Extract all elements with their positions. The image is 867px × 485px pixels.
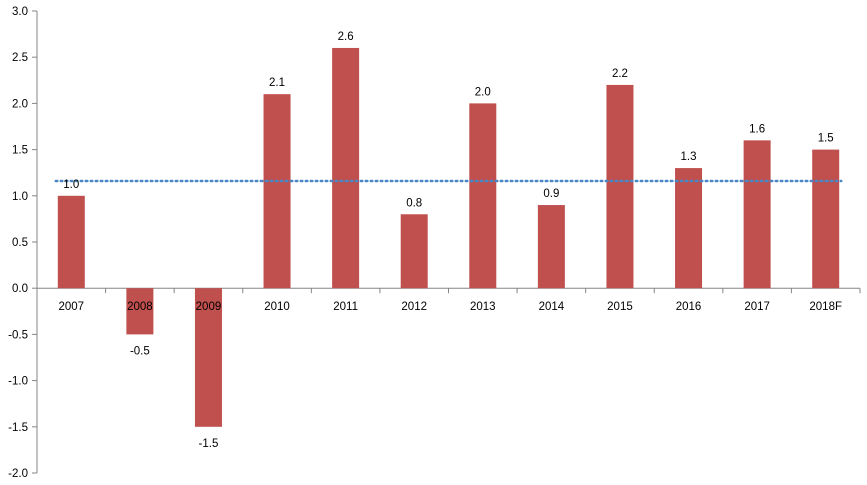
data-label: 1.6 bbox=[749, 123, 765, 135]
axes bbox=[32, 10, 861, 474]
labels: 3.0 2.5 2.0 1.5 1.0 0.5 0.0 -0.5 -1.0 -1.5 -2.0 200… bbox=[8, 6, 842, 480]
bar-2018F bbox=[812, 149, 840, 289]
x-category-label: 2011 bbox=[333, 301, 358, 313]
y-tick-label: 2.0 bbox=[12, 98, 28, 110]
x-category-label: 2012 bbox=[401, 301, 427, 313]
bar-2010 bbox=[263, 94, 291, 289]
x-category-label: 2015 bbox=[607, 301, 633, 313]
bar-2017 bbox=[743, 140, 771, 289]
y-tick-label: -0.5 bbox=[8, 329, 28, 341]
data-label: 2.6 bbox=[338, 31, 354, 43]
bar-2015 bbox=[606, 84, 634, 289]
bar-2014 bbox=[537, 205, 565, 289]
bar-2009 bbox=[194, 288, 222, 427]
y-tick-label: -1.0 bbox=[8, 376, 28, 388]
y-tick-label: 0.0 bbox=[12, 283, 28, 295]
y-tick-label: 3.0 bbox=[12, 6, 28, 18]
bar-2016 bbox=[675, 168, 703, 289]
y-tick-label: -2.0 bbox=[8, 468, 28, 480]
x-category-label: 2007 bbox=[58, 301, 84, 313]
x-category-label: 2013 bbox=[470, 301, 496, 313]
data-label: 2.2 bbox=[612, 68, 628, 80]
x-category-label: 2017 bbox=[744, 301, 770, 313]
bars bbox=[57, 47, 840, 427]
x-category-label: 2014 bbox=[539, 301, 565, 313]
data-label: 2.1 bbox=[269, 77, 285, 89]
bar-2013 bbox=[469, 103, 497, 289]
bar-2011 bbox=[332, 47, 360, 289]
data-label: -1.5 bbox=[199, 438, 219, 450]
x-category-label: 2018F bbox=[809, 301, 842, 313]
data-label: 1.3 bbox=[681, 151, 697, 163]
data-label: 2.0 bbox=[475, 86, 491, 98]
y-tick-label: -1.5 bbox=[8, 422, 28, 434]
data-label: 1.5 bbox=[818, 133, 834, 145]
bar-2012 bbox=[400, 214, 428, 289]
y-tick-label: 0.5 bbox=[12, 237, 28, 249]
data-label: -0.5 bbox=[130, 345, 150, 357]
bar-2007 bbox=[57, 195, 85, 289]
x-category-label: 2016 bbox=[676, 301, 702, 313]
x-category-label: 2008 bbox=[127, 301, 153, 313]
x-category-label: 2009 bbox=[196, 301, 222, 313]
x-category-label: 2010 bbox=[264, 301, 290, 313]
y-tick-label: 1.0 bbox=[12, 191, 28, 203]
y-tick-label: 2.5 bbox=[12, 52, 28, 64]
y-tick-label: 1.5 bbox=[12, 145, 28, 157]
data-label: 0.8 bbox=[406, 197, 422, 209]
bar-2008 bbox=[126, 288, 154, 335]
data-label: 0.9 bbox=[543, 188, 559, 200]
data-label: 1.0 bbox=[63, 179, 79, 191]
